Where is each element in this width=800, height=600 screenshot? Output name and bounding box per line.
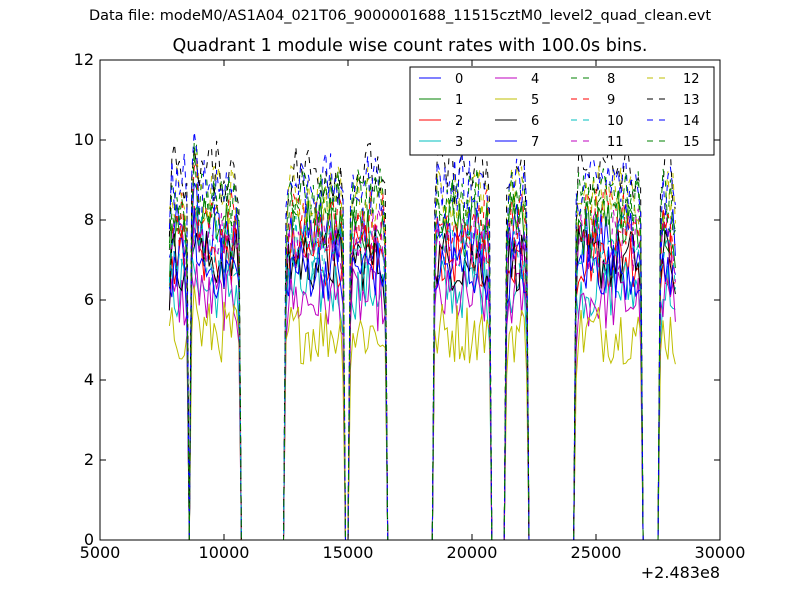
y-tick-label: 4: [84, 370, 94, 389]
y-tick-label: 6: [84, 290, 94, 309]
legend-label-11: 11: [607, 135, 624, 150]
series-line-11: [169, 208, 676, 540]
x-offset-label: +2.483e8: [641, 563, 720, 582]
series-line-12: [168, 153, 676, 540]
series-line-1: [168, 196, 676, 540]
x-tick-label: 10000: [199, 543, 250, 562]
chart-title: Quadrant 1 module wise count rates with …: [172, 36, 648, 56]
y-tick-label: 10: [74, 130, 94, 149]
y-tick-label: 12: [74, 50, 94, 69]
legend-box: [409, 66, 715, 156]
legend-label-6: 6: [531, 114, 539, 129]
legend-label-15: 15: [683, 135, 700, 150]
series-line-0: [168, 182, 676, 540]
series-line-5: [168, 285, 676, 540]
legend-label-1: 1: [455, 93, 463, 108]
x-tick-label: 25000: [571, 543, 622, 562]
legend-label-2: 2: [455, 114, 463, 129]
series-line-15: [168, 142, 676, 540]
y-tick-label: 0: [84, 530, 94, 549]
legend-label-8: 8: [607, 72, 615, 87]
legend-label-9: 9: [607, 93, 615, 108]
legend-label-10: 10: [607, 114, 624, 129]
legend-label-0: 0: [455, 72, 463, 87]
series-line-7: [168, 207, 676, 540]
x-tick-label: 5000: [80, 543, 121, 562]
x-tick-label: 15000: [323, 543, 374, 562]
legend-label-4: 4: [531, 72, 539, 87]
x-tick-label: 30000: [695, 543, 746, 562]
legend-label-3: 3: [455, 135, 463, 150]
x-tick-label: 20000: [447, 543, 498, 562]
y-tick-label: 2: [84, 450, 94, 469]
series-line-2: [168, 205, 676, 540]
series-line-9: [168, 159, 676, 540]
y-tick-label: 8: [84, 210, 94, 229]
legend-label-12: 12: [683, 72, 700, 87]
series-layer: [168, 131, 676, 540]
series-line-8: [168, 143, 676, 540]
legend-label-13: 13: [683, 93, 700, 108]
legend-label-7: 7: [531, 135, 539, 150]
series-line-4: [168, 263, 676, 540]
series-line-3: [168, 254, 676, 540]
figure-suptitle: Data file: modeM0/AS1A04_021T06_90000016…: [88, 8, 712, 24]
legend-label-5: 5: [531, 93, 539, 108]
legend-label-14: 14: [683, 114, 700, 129]
